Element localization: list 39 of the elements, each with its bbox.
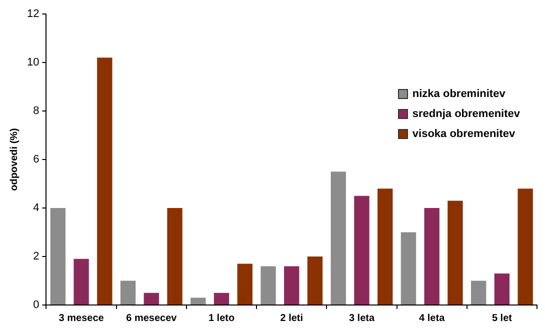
x-tick-label: 3 mesece — [58, 312, 104, 324]
y-tick-label: 10 — [26, 56, 40, 69]
bar — [378, 188, 393, 304]
x-tick-label: 3 leta — [348, 312, 375, 324]
y-axis-title: odpovedi (%) — [8, 128, 20, 191]
bar — [167, 208, 182, 304]
x-tick-label: 4 leta — [419, 312, 446, 324]
y-tick-label: 6 — [33, 154, 40, 166]
bar — [144, 292, 159, 304]
x-tick-label: 5 let — [492, 312, 513, 324]
bar — [330, 172, 346, 304]
bar — [260, 266, 276, 304]
bar — [448, 200, 463, 304]
bar — [518, 188, 533, 304]
bar — [237, 264, 252, 304]
bar — [400, 232, 416, 304]
y-tick-label: 8 — [33, 105, 40, 118]
bar — [424, 208, 440, 304]
legend-label: visoka obremenitev — [412, 128, 516, 140]
bar — [190, 298, 206, 304]
x-tick-label: 1 leto — [208, 312, 235, 324]
bar — [494, 273, 510, 304]
bar — [74, 258, 89, 304]
legend-label: srednja obremenitev — [412, 108, 520, 120]
x-tick-label: 2 leti — [280, 312, 304, 324]
bar — [120, 280, 136, 304]
bar — [307, 256, 323, 304]
legend-label: nizka obreminitev — [412, 88, 506, 100]
bar — [214, 292, 230, 304]
bar — [97, 58, 112, 304]
bar — [470, 280, 486, 304]
bar — [284, 266, 300, 304]
y-tick-label: 12 — [26, 8, 40, 20]
y-tick-label: 2 — [33, 250, 40, 263]
y-tick-label: 0 — [33, 299, 40, 312]
x-tick-label: 6 mesecev — [126, 312, 178, 324]
bar — [354, 196, 370, 304]
bar — [50, 208, 66, 304]
y-tick-label: 4 — [33, 202, 40, 214]
